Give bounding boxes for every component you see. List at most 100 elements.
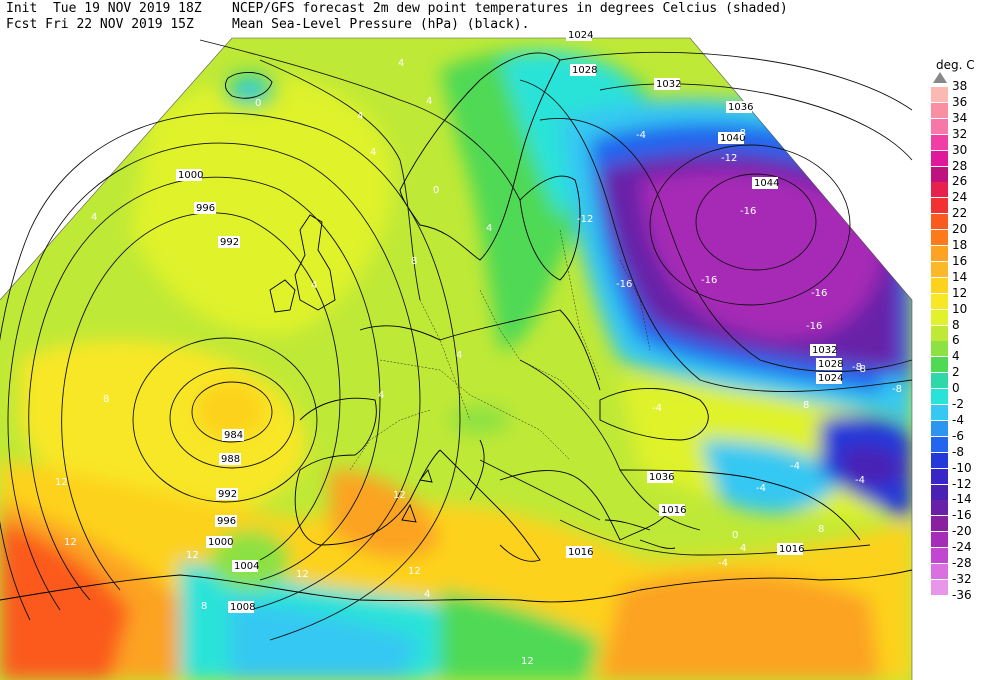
- legend-level-label: -28: [952, 556, 972, 570]
- legend-level-label: 20: [952, 222, 968, 237]
- isobar-label: 984: [224, 430, 243, 441]
- legend-level-label: 6: [952, 333, 960, 348]
- legend-level-label: 34: [952, 110, 968, 125]
- isobar-label: 1004: [234, 561, 259, 572]
- dewpoint-label: -4: [636, 130, 646, 141]
- legend-swatch: [931, 198, 948, 214]
- isobar-label: 1040: [720, 133, 745, 144]
- legend-swatch: [931, 87, 948, 102]
- legend-level-label: -32: [952, 571, 972, 586]
- dewpoint-label: 12: [393, 490, 406, 501]
- isobar-label: 1000: [178, 170, 203, 181]
- isobar-label: 996: [217, 516, 236, 527]
- legend-swatch: [931, 293, 948, 309]
- legend-swatch: [931, 564, 948, 579]
- dewpoint-label: 4: [311, 280, 317, 291]
- dewpoint-label: 4: [91, 212, 97, 223]
- legend-swatch: [931, 468, 948, 484]
- legend-level-label: 22: [952, 206, 968, 221]
- dewpoint-label: -16: [806, 321, 822, 332]
- isobar-label: 1016: [661, 505, 686, 516]
- legend-level-label: -10: [952, 460, 972, 475]
- legend-swatch: [931, 134, 948, 150]
- dewpoint-label: 12: [64, 537, 77, 548]
- legend-swatch: [931, 484, 948, 500]
- legend-level-label: 38: [952, 79, 968, 93]
- legend-swatch: [931, 405, 948, 420]
- isobar-label: 1044: [754, 178, 779, 189]
- legend-arrow-icon: [933, 72, 947, 83]
- isobar-label: 1008: [230, 602, 255, 613]
- legend-swatch: [931, 309, 948, 325]
- dewpoint-label: 8: [803, 400, 809, 411]
- legend-swatch: [931, 102, 948, 118]
- legend-level-label: 24: [952, 190, 968, 205]
- legend-level-label: 2: [952, 365, 960, 380]
- dewpoint-label: 8: [201, 601, 207, 612]
- dewpoint-label: 0: [732, 530, 738, 541]
- dewpoint-label: -8: [856, 364, 866, 375]
- dewpoint-label: 0: [433, 185, 439, 196]
- legend-level-label: -16: [952, 508, 972, 523]
- legend-level-label: 14: [952, 269, 968, 284]
- dewpoint-label: -4: [652, 403, 662, 414]
- map-title: NCEP/GFS forecast 2m dew point temperatu…: [232, 1, 788, 16]
- legend-swatch: [931, 230, 948, 246]
- isobar-label: 1024: [568, 30, 593, 41]
- isobar-label: 1032: [656, 79, 681, 90]
- dewpoint-label: 4: [357, 111, 363, 122]
- legend-swatch: [931, 325, 948, 341]
- dewpoint-label: -12: [577, 214, 593, 225]
- isobar-label: 1016: [568, 547, 593, 558]
- dewpoint-label: 12: [408, 566, 421, 577]
- isobars: [0, 39, 913, 641]
- dewpoint-label: 8: [103, 394, 109, 405]
- legend-swatch: [931, 389, 948, 405]
- header-init-forecast: Init Tue 19 NOV 2019 18Z Fcst Fri 22 NOV …: [6, 1, 202, 33]
- isobar-label: 992: [218, 489, 237, 500]
- legend-swatch: [931, 516, 948, 532]
- legend-level-label: 4: [952, 349, 960, 364]
- legend-level-label: 10: [952, 301, 968, 316]
- legend-swatch: [931, 182, 948, 198]
- legend-level-label: 8: [952, 317, 960, 332]
- dewpoint-label: 4: [398, 58, 404, 69]
- coastlines: [0, 52, 913, 603]
- legend-level-label: -6: [952, 428, 964, 443]
- legend-swatch: [931, 436, 948, 452]
- legend-swatch: [931, 214, 948, 230]
- legend-level-label: -20: [952, 524, 972, 539]
- dewpoint-label: 8: [411, 256, 417, 267]
- map-subtitle: Mean Sea-Level Pressure (hPa) (black).: [232, 17, 530, 32]
- legend-swatch: [931, 357, 948, 373]
- isobar-label: 1032: [812, 345, 837, 356]
- legend-swatch: [931, 548, 948, 564]
- legend-level-label: 0: [952, 381, 960, 396]
- legend-level-label: 32: [952, 126, 968, 141]
- isobar-label: 1024: [818, 373, 843, 384]
- isobar-label: 1028: [572, 65, 597, 76]
- legend-level-label: 18: [952, 238, 968, 252]
- isobar-label: 1036: [728, 102, 753, 113]
- isobar-label: 1028: [818, 359, 843, 370]
- dewpoint-label: 4: [370, 147, 376, 158]
- dewpoint-label: 12: [521, 656, 534, 667]
- legend-swatch: [931, 579, 948, 595]
- legend-swatch: [931, 373, 948, 389]
- isobar-label-group: 1024 1028 1032 1036 1040 1044 1032 1028 …: [176, 29, 843, 613]
- dewpoint-label: -8: [892, 384, 902, 395]
- legend-level-label: 28: [952, 158, 968, 173]
- legend-level-label: 26: [952, 174, 968, 189]
- dewpoint-label: -4: [756, 483, 766, 494]
- dewpoint-label: 4: [378, 390, 384, 401]
- legend-level-label: 30: [952, 142, 968, 157]
- dewpoint-label-group: 4 4 4 4 0 0 4 8 4 4 4 8 12 12 12 12 12 -…: [55, 58, 902, 667]
- isobar-label: 1036: [649, 472, 674, 483]
- legend-level-label: 16: [952, 253, 968, 268]
- isobar-label: 988: [221, 454, 240, 465]
- dewpoint-label: -4: [790, 461, 800, 472]
- legend-swatch: [931, 420, 948, 436]
- dewpoint-label: 0: [255, 98, 261, 109]
- dewpoint-label: -4: [718, 558, 728, 569]
